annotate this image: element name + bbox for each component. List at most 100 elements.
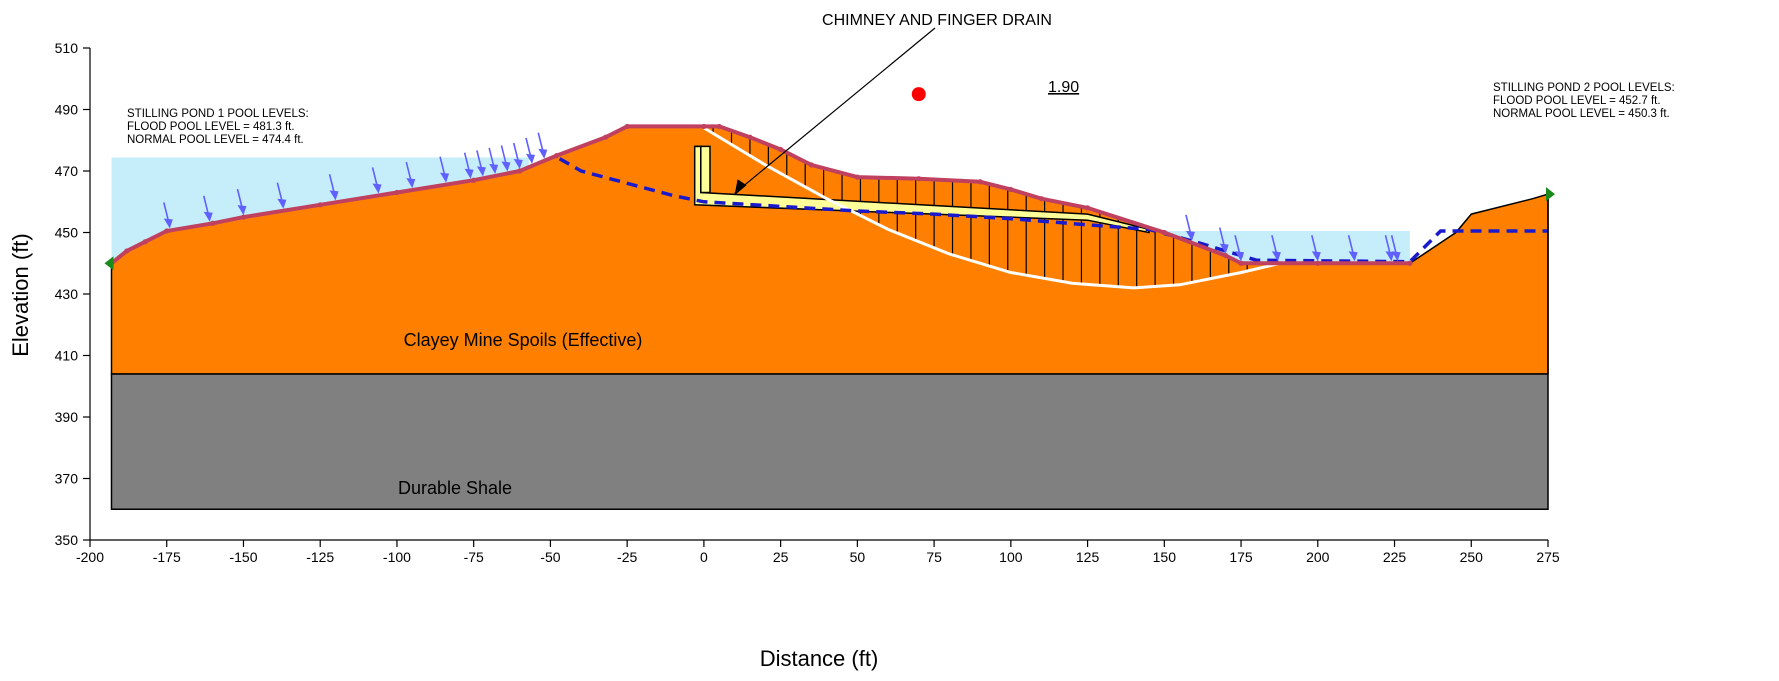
y-tick-label: 490 <box>55 102 79 118</box>
slip-surface <box>703 126 1288 290</box>
surface-vertex <box>916 176 922 182</box>
pond1-note-line: STILLING POND 1 POOL LEVELS: <box>127 108 309 120</box>
surface-vertex <box>747 134 753 140</box>
y-tick-label: 410 <box>55 348 79 364</box>
x-tick-label: 150 <box>1153 549 1177 565</box>
surface-vertex <box>517 168 523 174</box>
y-tick-label: 430 <box>55 286 79 302</box>
pressure-arrowhead <box>1185 230 1195 241</box>
surface-vertex <box>1238 260 1244 266</box>
right-water-marker <box>1546 187 1555 202</box>
pond1-note-line: NORMAL POOL LEVEL = 474.4 ft. <box>127 134 304 146</box>
x-tick-label: 225 <box>1383 549 1407 565</box>
y-axis-label: Elevation (ft) <box>8 233 33 357</box>
surface-vertex <box>471 177 477 183</box>
pressure-arrowhead <box>489 163 499 174</box>
x-tick-label: -100 <box>383 549 411 565</box>
shale-layer <box>110 373 1549 511</box>
surface-vertex <box>142 239 148 245</box>
pond2-note: STILLING POND 2 POOL LEVELS: FLOOD POOL … <box>1493 82 1675 120</box>
pressure-arrowhead <box>513 159 523 169</box>
pressure-arrowhead <box>440 172 450 183</box>
surface-vertex <box>553 153 560 159</box>
pressure-arrowhead <box>526 153 536 164</box>
surface-vertex <box>1407 260 1413 266</box>
axes: -200 -175 -150 -125 -100 -75 -50 -25 0 25 50 75 100 1… <box>55 40 1560 565</box>
surface-vertex <box>778 146 784 153</box>
surface-vertex <box>240 214 247 220</box>
x-tick-label: 0 <box>700 549 708 565</box>
annotations <box>104 27 1555 271</box>
surface-vertex <box>1084 205 1091 211</box>
pressure-arrowhead <box>203 211 213 222</box>
pressure-arrowhead <box>476 166 486 177</box>
pond1-note-line: FLOOD POOL LEVEL = 481.3 ft. <box>127 121 295 133</box>
surface-vertex <box>394 189 400 196</box>
pond1-note: STILLING POND 1 POOL LEVELS: FLOOD POOL … <box>127 108 309 146</box>
x-tick-label: 275 <box>1536 549 1560 565</box>
surface-vertex <box>124 248 130 254</box>
pressure-arrowhead <box>329 190 339 201</box>
pressure-arrowhead <box>1219 243 1229 254</box>
surface-vertex <box>1161 229 1167 236</box>
surface-vertex <box>1008 186 1014 193</box>
pressure-arrowhead <box>464 168 474 179</box>
pressure-arrowhead <box>1385 251 1395 262</box>
surface-vertex <box>977 179 983 185</box>
x-tick-label: -125 <box>306 549 334 565</box>
left-water-marker <box>104 256 114 271</box>
surface-vertex <box>1315 260 1321 266</box>
x-tick-label: 100 <box>999 549 1023 565</box>
surface-vertex <box>210 220 216 226</box>
pressure-arrowhead <box>237 205 247 216</box>
ground-surface-line <box>108 123 1549 374</box>
x-tick-label: 200 <box>1306 549 1330 565</box>
surface-vertex <box>624 123 630 130</box>
y-tick-label: 350 <box>55 532 79 548</box>
pressure-arrowhead <box>406 178 416 189</box>
pond2-water <box>1155 229 1410 264</box>
pond2-note-line: NORMAL POOL LEVEL = 450.3 ft. <box>1493 108 1670 120</box>
surface-vertex <box>1038 196 1045 202</box>
x-tick-label: -25 <box>617 549 637 565</box>
surface-vertex <box>808 162 814 168</box>
pressure-arrowhead <box>538 148 548 159</box>
x-tick-label: 125 <box>1076 549 1100 565</box>
surface-vertex <box>603 134 609 140</box>
pressure-arrowhead <box>1271 251 1281 262</box>
y-tick-label: 510 <box>55 40 79 56</box>
pressure-arrowhead <box>163 218 173 229</box>
pond2-note-line: FLOOD POOL LEVEL = 452.7 ft. <box>1493 95 1661 107</box>
pressure-arrowhead <box>1348 251 1358 262</box>
pool-water <box>111 157 1410 264</box>
pressure-arrowhead <box>1235 251 1245 262</box>
x-tick-label: 175 <box>1229 549 1253 565</box>
drain-chimney <box>694 145 711 194</box>
pond1-water <box>111 157 529 264</box>
surface-vertex <box>317 202 323 208</box>
pressure-arrowhead <box>277 198 287 209</box>
pressure-arrowhead <box>501 161 511 172</box>
surface-vertex <box>854 174 860 180</box>
x-tick-label: -75 <box>464 549 484 565</box>
x-tick-label: -200 <box>76 549 104 565</box>
x-tick-label: -175 <box>153 549 181 565</box>
x-tick-label: 50 <box>850 549 866 565</box>
phreatic-dashed-line <box>558 157 1548 264</box>
x-tick-label: -150 <box>229 549 257 565</box>
x-tick-label: 250 <box>1460 549 1484 565</box>
surface-vertex <box>164 228 170 234</box>
y-tick-label: 370 <box>55 471 79 487</box>
slip-curve <box>703 126 1288 290</box>
y-tick-label: 470 <box>55 163 79 179</box>
pond2-note-line: STILLING POND 2 POOL LEVELS: <box>1493 82 1675 94</box>
drain-callout-label: CHIMNEY AND FINGER DRAIN <box>822 12 1052 29</box>
pressure-arrowhead <box>372 183 382 194</box>
surface-vertex <box>716 123 722 130</box>
load-arrows <box>163 132 1401 262</box>
x-tick-label: 25 <box>773 549 789 565</box>
drain-leader-line <box>734 27 936 194</box>
surface-vertex <box>701 123 707 130</box>
material-label-spoils: Clayey Mine Spoils (Effective) <box>404 330 643 350</box>
